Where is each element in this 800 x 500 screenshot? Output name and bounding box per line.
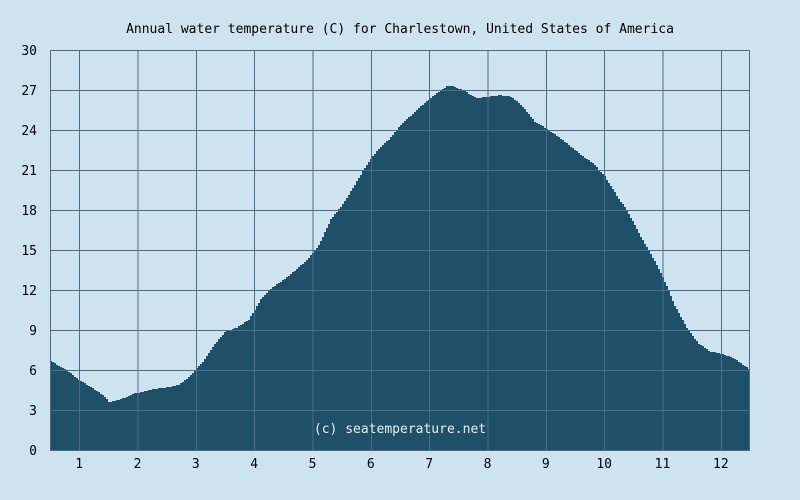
grid xyxy=(50,50,750,451)
y-tick-label: 27 xyxy=(21,84,37,99)
y-tick-label: 21 xyxy=(21,164,37,179)
x-tick-label: 8 xyxy=(484,457,492,472)
x-tick-label: 1 xyxy=(75,457,83,472)
y-axis-ticks: 0 3 6 9 12 15 18 21 24 27 30 xyxy=(21,44,37,459)
y-tick-label: 0 xyxy=(29,444,37,459)
y-tick-label: 30 xyxy=(21,44,37,59)
y-tick-label: 15 xyxy=(21,244,37,259)
x-tick-label: 10 xyxy=(596,457,612,472)
x-tick-label: 9 xyxy=(542,457,550,472)
x-tick-label: 11 xyxy=(655,457,671,472)
y-tick-label: 24 xyxy=(21,124,37,139)
x-tick-label: 6 xyxy=(367,457,375,472)
x-tick-label: 3 xyxy=(192,457,200,472)
credit-text: (c) seatemperature.net xyxy=(314,422,486,437)
x-tick-label: 5 xyxy=(309,457,317,472)
y-tick-label: 12 xyxy=(21,284,37,299)
x-tick-label: 4 xyxy=(250,457,258,472)
x-tick-label: 2 xyxy=(134,457,142,472)
y-tick-label: 9 xyxy=(29,324,37,339)
chart-title: Annual water temperature (C) for Charles… xyxy=(126,22,674,37)
temperature-area xyxy=(50,86,750,450)
x-tick-label: 12 xyxy=(713,457,729,472)
y-tick-label: 18 xyxy=(21,204,37,219)
y-tick-label: 6 xyxy=(29,364,37,379)
x-tick-label: 7 xyxy=(425,457,433,472)
x-axis-ticks: 1 2 3 4 5 6 7 8 9 10 11 12 xyxy=(75,457,728,472)
y-tick-label: 3 xyxy=(29,404,37,419)
